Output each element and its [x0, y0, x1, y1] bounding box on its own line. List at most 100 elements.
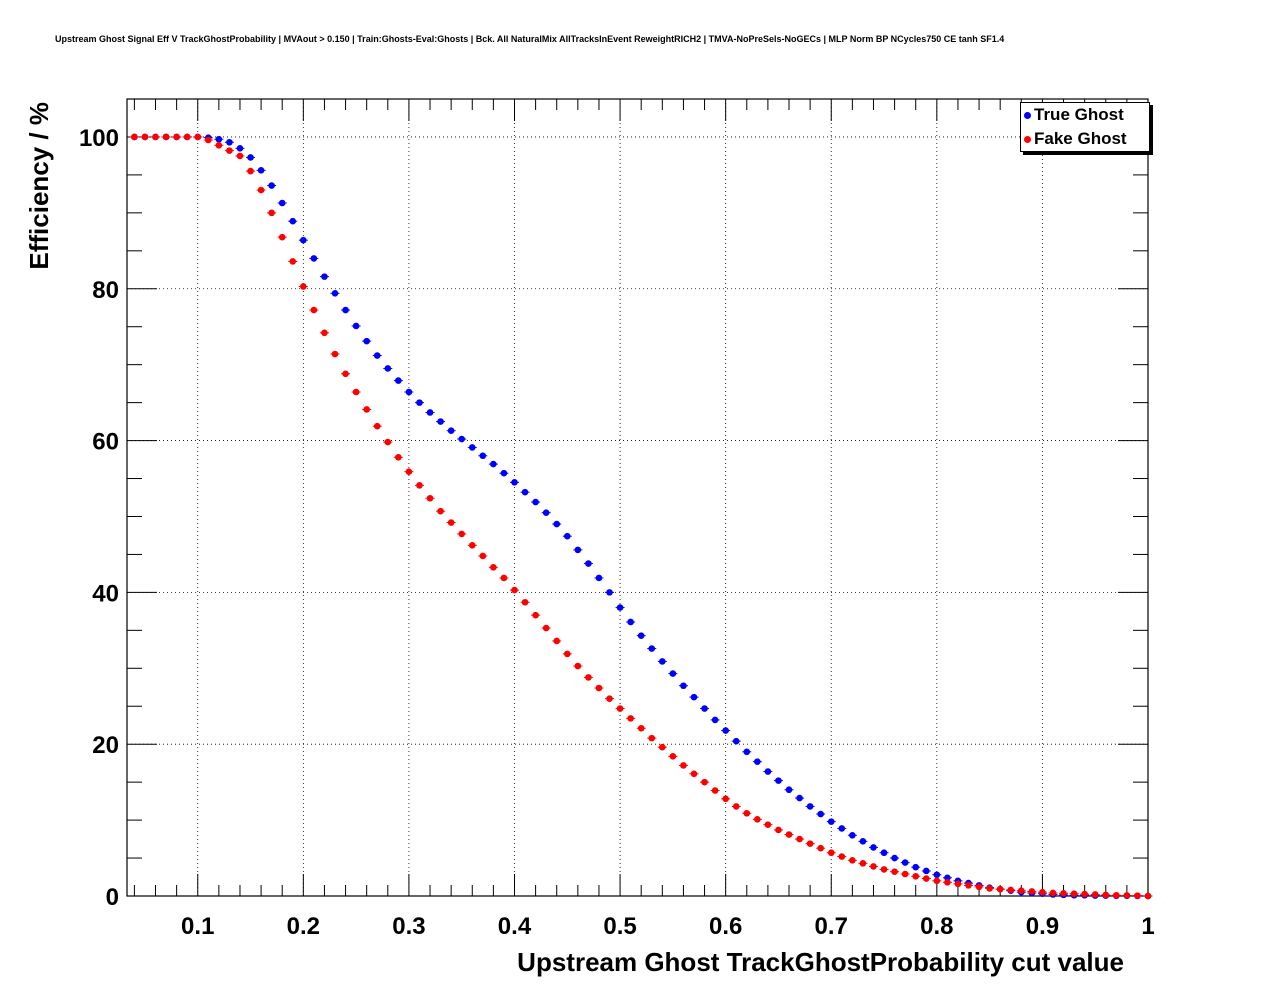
data-point — [310, 255, 318, 262]
data-point — [912, 872, 920, 880]
data-point — [669, 670, 677, 677]
y-tick-label: 40 — [92, 580, 119, 607]
data-point — [310, 306, 318, 314]
data-point — [785, 786, 793, 794]
data-point — [912, 863, 920, 871]
data-point — [553, 637, 561, 645]
data-point — [891, 868, 898, 876]
data-point — [479, 452, 487, 460]
data-point — [1049, 889, 1057, 897]
data-point — [627, 618, 634, 626]
data-point — [690, 770, 698, 778]
data-point — [500, 574, 508, 582]
data-point — [1144, 892, 1152, 900]
data-point — [574, 546, 582, 554]
x-tick-label: 0.2 — [287, 913, 320, 940]
grid-lines — [127, 99, 1148, 896]
data-point — [331, 290, 339, 297]
data-point — [352, 322, 360, 330]
x-tick-label: 0.1 — [181, 913, 214, 940]
data-point — [247, 167, 254, 175]
data-point — [247, 154, 254, 161]
data-point — [711, 716, 719, 724]
data-point — [838, 825, 846, 832]
data-point — [363, 337, 370, 345]
data-point — [257, 186, 265, 194]
data-point — [321, 273, 328, 280]
data-point — [194, 133, 202, 141]
data-point — [764, 768, 772, 775]
data-point — [606, 695, 613, 702]
data-point — [901, 859, 909, 866]
x-tick-label: 0.8 — [920, 913, 953, 940]
data-point — [289, 217, 297, 225]
data-point — [595, 684, 603, 692]
data-point — [817, 810, 824, 818]
data-point — [521, 488, 529, 496]
data-point — [384, 438, 392, 446]
data-point — [342, 370, 349, 378]
data-point — [701, 705, 708, 712]
y-tick-labels: 0 20 40 60 80 100 — [79, 125, 119, 911]
x-axis-title: Upstream Ghost TrackGhostProbability cut… — [517, 947, 1124, 977]
data-point — [891, 854, 898, 862]
data-point — [1102, 891, 1110, 899]
data-point — [395, 453, 402, 461]
data-point — [447, 427, 455, 435]
data-point — [141, 133, 149, 141]
data-point — [806, 803, 814, 810]
data-point — [669, 753, 677, 760]
data-point — [553, 520, 561, 528]
x-tick-label: 0.5 — [603, 913, 636, 940]
data-point — [870, 844, 877, 851]
data-point — [827, 818, 835, 825]
data-point — [965, 882, 972, 889]
y-tick-label: 80 — [92, 277, 119, 304]
data-point — [563, 650, 571, 658]
data-point — [458, 530, 466, 538]
legend-label-fake-ghost: Fake Ghost — [1034, 129, 1127, 148]
data-point — [373, 352, 381, 359]
data-point — [204, 136, 212, 144]
x-tick-label: 1 — [1141, 913, 1154, 940]
chart-title: Upstream Ghost Signal Eff V TrackGhostPr… — [55, 34, 1005, 44]
data-point — [458, 435, 466, 443]
data-point — [637, 724, 645, 732]
data-point — [648, 734, 656, 742]
legend-marker-true-ghost — [1024, 111, 1031, 119]
data-point — [215, 135, 223, 143]
data-point — [1060, 890, 1067, 897]
data-point — [236, 145, 244, 152]
data-point — [996, 885, 1004, 893]
legend-marker-fake-ghost — [1024, 135, 1031, 143]
data-point — [416, 482, 423, 489]
data-point — [827, 849, 835, 857]
y-tick-label: 20 — [92, 732, 119, 759]
data-point — [416, 399, 423, 406]
y-axis-title: Efficiency / % — [24, 102, 54, 270]
data-point — [162, 133, 170, 141]
data-point — [722, 795, 729, 803]
data-point — [373, 422, 381, 430]
data-point — [268, 209, 275, 217]
data-point — [226, 147, 233, 154]
data-point — [1123, 892, 1131, 899]
series-true-ghost — [129, 133, 1153, 900]
data-point — [173, 133, 180, 141]
data-point — [585, 560, 592, 567]
data-point — [1070, 890, 1078, 898]
data-point — [1017, 887, 1025, 894]
data-point — [627, 715, 634, 722]
data-point — [479, 552, 487, 560]
data-point — [574, 662, 582, 670]
data-point — [257, 167, 265, 174]
data-point — [1028, 888, 1036, 895]
data-point — [405, 468, 413, 475]
data-point — [764, 821, 772, 828]
legend-entry-fake-ghost: Fake Ghost — [1024, 128, 1127, 150]
data-point — [437, 507, 444, 515]
chart-legend: True Ghost Fake Ghost — [1020, 102, 1150, 152]
data-point — [331, 350, 339, 358]
x-tick-label: 0.7 — [815, 913, 848, 940]
